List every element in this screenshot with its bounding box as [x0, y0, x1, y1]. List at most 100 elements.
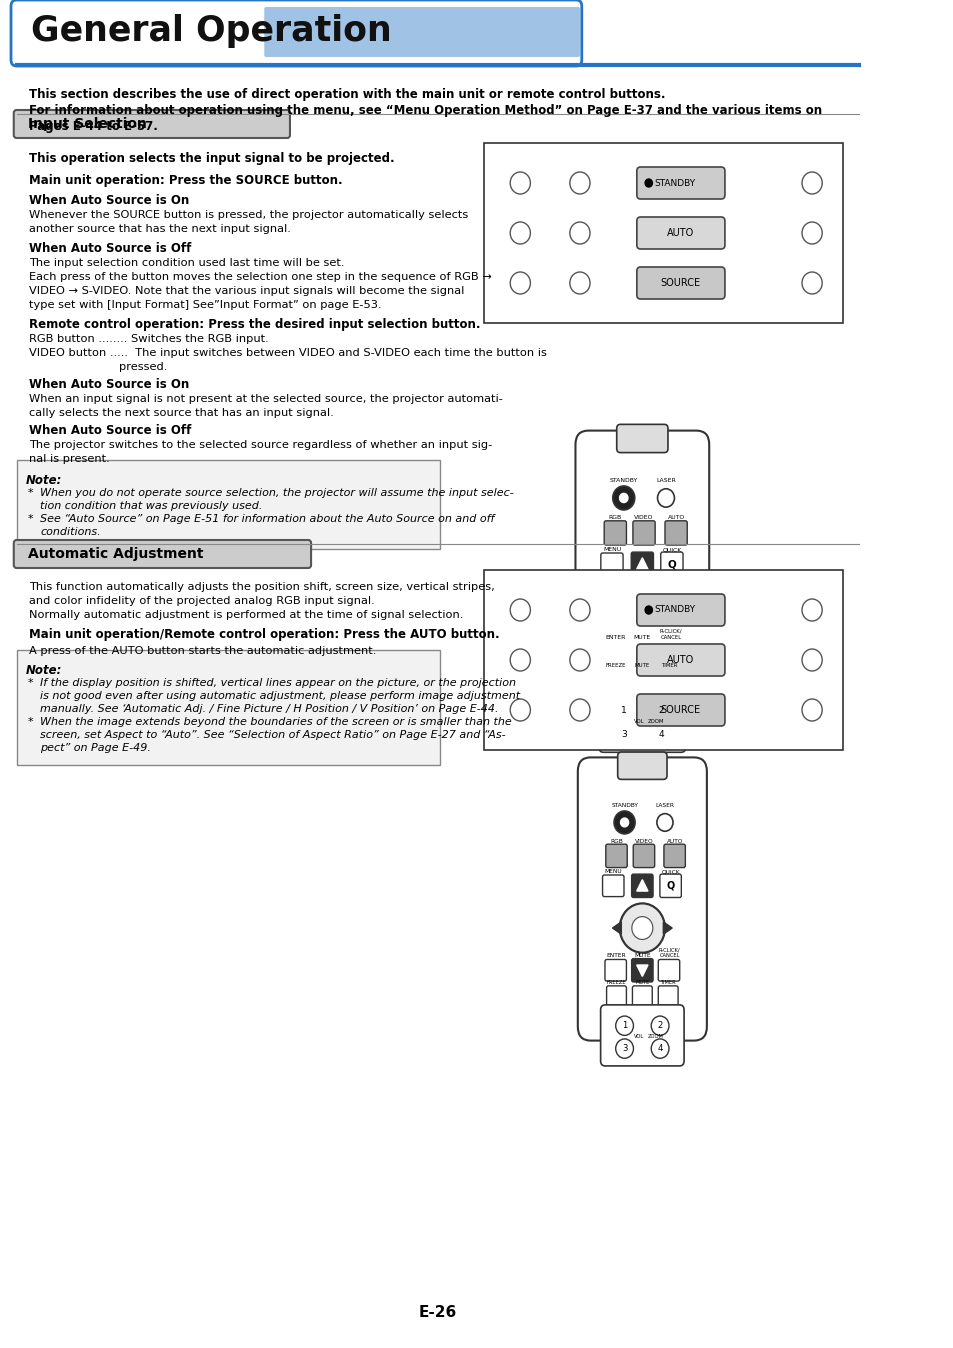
Text: *: * — [28, 717, 33, 727]
Polygon shape — [611, 603, 619, 615]
Text: 3: 3 — [620, 729, 626, 739]
Text: Q: Q — [666, 880, 674, 891]
Text: STANDBY: STANDBY — [654, 178, 695, 187]
Text: Automatic Adjustment: Automatic Adjustment — [28, 547, 203, 561]
FancyBboxPatch shape — [658, 960, 679, 981]
Text: This operation selects the input signal to be projected.: This operation selects the input signal … — [30, 152, 395, 164]
FancyBboxPatch shape — [632, 985, 652, 1007]
FancyBboxPatch shape — [658, 985, 678, 1007]
Text: VIDEO → S-VIDEO. Note that the various input signals will become the signal: VIDEO → S-VIDEO. Note that the various i… — [30, 286, 464, 297]
Text: 2: 2 — [658, 706, 663, 714]
Text: AUTO: AUTO — [666, 228, 694, 239]
Text: VIDEO: VIDEO — [634, 838, 653, 844]
Text: TIMER: TIMER — [659, 980, 676, 985]
Text: RGB: RGB — [610, 838, 622, 844]
FancyBboxPatch shape — [664, 520, 686, 545]
Text: When you do not operate source selection, the projector will assume the input se: When you do not operate source selection… — [40, 488, 514, 497]
Text: is not good even after using automatic adjustment, please perform image adjustme: is not good even after using automatic a… — [40, 692, 520, 701]
Text: MUTE: MUTE — [634, 663, 649, 669]
Text: STANDBY: STANDBY — [654, 605, 695, 615]
Circle shape — [651, 724, 670, 744]
Circle shape — [618, 493, 627, 503]
Text: R-CLICK/
CANCEL: R-CLICK/ CANCEL — [659, 628, 681, 640]
Polygon shape — [636, 558, 648, 570]
FancyBboxPatch shape — [631, 640, 653, 665]
Text: pressed.: pressed. — [119, 363, 168, 372]
Text: VIDEO button .....  The input switches between VIDEO and S-VIDEO each time the b: VIDEO button ..... The input switches be… — [30, 348, 547, 359]
Circle shape — [619, 903, 664, 953]
Text: When Auto Source is Off: When Auto Source is Off — [30, 425, 192, 437]
FancyBboxPatch shape — [600, 553, 622, 576]
Text: ZOOM: ZOOM — [647, 1034, 662, 1039]
Text: FREEZE: FREEZE — [606, 980, 626, 985]
Text: type set with [Input Format] See”Input Format” on page E-53.: type set with [Input Format] See”Input F… — [30, 301, 381, 310]
Circle shape — [631, 596, 653, 620]
FancyBboxPatch shape — [632, 520, 655, 545]
Text: Remote control operation: Press the desired input selection button.: Remote control operation: Press the desi… — [30, 318, 480, 332]
Text: When an input signal is not present at the selected source, the projector automa: When an input signal is not present at t… — [30, 394, 503, 404]
Text: 4: 4 — [657, 1045, 662, 1053]
Polygon shape — [663, 603, 673, 615]
FancyBboxPatch shape — [617, 752, 666, 779]
Text: VIDEO: VIDEO — [634, 515, 653, 520]
Circle shape — [614, 701, 633, 721]
Text: RGB button ........ Switches the RGB input.: RGB button ........ Switches the RGB inp… — [30, 334, 269, 344]
FancyBboxPatch shape — [663, 844, 684, 868]
Circle shape — [614, 724, 633, 744]
Circle shape — [614, 811, 635, 834]
Text: SOURCE: SOURCE — [660, 278, 700, 288]
Text: AUTO: AUTO — [666, 838, 682, 844]
FancyBboxPatch shape — [605, 844, 626, 868]
FancyBboxPatch shape — [637, 594, 724, 625]
Text: Input Selection: Input Selection — [28, 117, 146, 131]
Text: When Auto Source is Off: When Auto Source is Off — [30, 243, 192, 255]
Circle shape — [631, 917, 652, 940]
Text: MUTE: MUTE — [634, 953, 650, 958]
FancyBboxPatch shape — [631, 553, 653, 577]
Text: Normally automatic adjustment is performed at the time of signal selection.: Normally automatic adjustment is perform… — [30, 611, 463, 620]
Text: If the display position is shifted, vertical lines appear on the picture, or the: If the display position is shifted, vert… — [40, 678, 516, 687]
FancyBboxPatch shape — [637, 694, 724, 727]
FancyBboxPatch shape — [11, 0, 581, 66]
FancyBboxPatch shape — [264, 7, 579, 57]
Polygon shape — [662, 922, 672, 934]
Text: *: * — [28, 678, 33, 687]
Text: ZOOM: ZOOM — [647, 718, 663, 724]
Text: This function automatically adjusts the position shift, screen size, vertical st: This function automatically adjusts the … — [30, 582, 495, 592]
FancyBboxPatch shape — [631, 958, 653, 981]
Text: *: * — [28, 514, 33, 524]
Text: 1: 1 — [621, 1022, 627, 1030]
Text: Whenever the SOURCE button is pressed, the projector automatically selects: Whenever the SOURCE button is pressed, t… — [30, 210, 468, 220]
Circle shape — [644, 179, 652, 187]
Text: R-CLICK/
CANCEL: R-CLICK/ CANCEL — [659, 948, 679, 958]
Text: *: * — [28, 488, 33, 497]
Text: manually. See ‘Automatic Adj. / Fine Picture / H Position / V Position’ on Page : manually. See ‘Automatic Adj. / Fine Pic… — [40, 704, 498, 714]
Text: 4: 4 — [658, 729, 663, 739]
Text: LASER: LASER — [655, 803, 674, 809]
Text: ENTER: ENTER — [604, 635, 625, 640]
Text: STANDBY: STANDBY — [611, 803, 638, 809]
Text: Note:: Note: — [26, 665, 62, 677]
Polygon shape — [636, 965, 647, 976]
Text: 2: 2 — [657, 1022, 662, 1030]
Text: and color infidelity of the projected analog RGB input signal.: and color infidelity of the projected an… — [30, 596, 375, 607]
FancyBboxPatch shape — [631, 874, 653, 898]
FancyBboxPatch shape — [604, 960, 626, 981]
FancyBboxPatch shape — [616, 425, 667, 453]
Text: TIMER: TIMER — [660, 663, 677, 669]
Text: QUICK: QUICK — [661, 547, 680, 553]
FancyBboxPatch shape — [16, 460, 440, 549]
FancyBboxPatch shape — [660, 553, 682, 577]
Circle shape — [615, 1039, 633, 1058]
Text: RGB: RGB — [608, 515, 621, 520]
Circle shape — [615, 1016, 633, 1035]
Text: Main unit operation: Press the SOURCE button.: Main unit operation: Press the SOURCE bu… — [30, 174, 343, 187]
Text: VOL: VOL — [634, 1034, 643, 1039]
Text: This section describes the use of direct operation with the main unit or remote : This section describes the use of direct… — [30, 88, 665, 101]
Text: Pages E-44 to E-57.: Pages E-44 to E-57. — [30, 120, 158, 133]
FancyBboxPatch shape — [603, 520, 626, 545]
Circle shape — [644, 607, 652, 613]
Circle shape — [651, 1039, 668, 1058]
Text: STANDBY: STANDBY — [609, 479, 638, 483]
Text: 1: 1 — [620, 706, 626, 714]
